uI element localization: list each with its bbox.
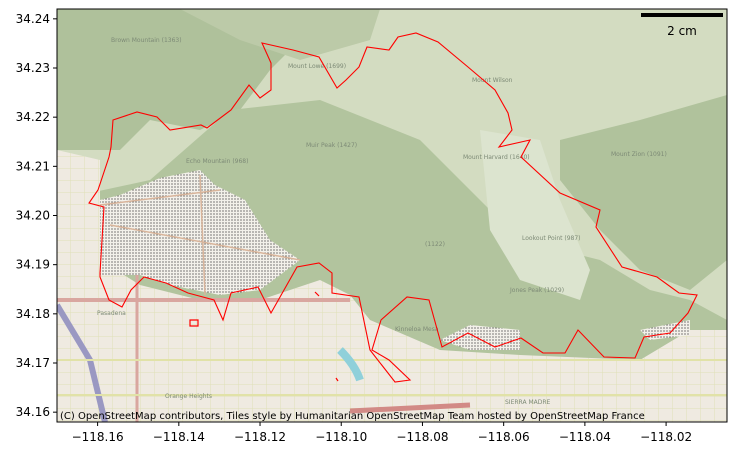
place-label: Mount Lowe (1699) — [288, 63, 346, 70]
place-label: Pasadena — [97, 310, 126, 317]
place-label: Kinneloa Mesa — [395, 326, 439, 333]
place-label: Mount Zion (1091) — [611, 151, 667, 158]
x-tick-label: −118.04 — [559, 430, 611, 444]
x-tick-label: −118.08 — [396, 430, 448, 444]
x-tick-label: −118.14 — [153, 430, 205, 444]
x-tick-label: −118.16 — [72, 430, 124, 444]
y-tick-label: 34.19 — [16, 258, 50, 272]
place-label: Muir Peak (1427) — [306, 142, 357, 149]
basemap[interactable]: Brown Mountain (1363) Mount Lowe (1699) … — [57, 9, 727, 422]
x-tick-label: −118.12 — [234, 430, 286, 444]
scale-bar-label: 2 cm — [667, 24, 697, 38]
place-label: Orange Heights — [165, 393, 212, 400]
place-label: Mount Harvard (1640) — [463, 154, 530, 161]
x-tick-label: −118.02 — [640, 430, 692, 444]
y-tick-label: 34.17 — [16, 356, 50, 370]
place-label: SIERRA MADRE — [505, 399, 551, 406]
y-tick-label: 34.20 — [16, 209, 50, 223]
place-label: Brown Mountain (1363) — [111, 37, 182, 44]
place-label: (1122) — [425, 241, 445, 248]
place-label: Echo Mountain (968) — [186, 158, 248, 165]
y-tick-label: 34.18 — [16, 307, 50, 321]
attribution: (C) OpenStreetMap contributors, Tiles st… — [60, 411, 645, 422]
y-tick-label: 34.16 — [16, 405, 50, 419]
y-tick-label: 34.21 — [16, 159, 50, 173]
place-label: Lookout Point (987) — [522, 235, 581, 242]
x-tick-label: −118.06 — [478, 430, 530, 444]
y-axis: 34.16 34.17 34.18 34.19 34.20 34.21 34.22 34.23… — [16, 12, 57, 419]
scale-bar — [641, 13, 723, 17]
place-label: Jones Peak (1029) — [509, 287, 564, 294]
y-tick-label: 34.23 — [16, 61, 50, 75]
fire-perimeter — [88, 32, 698, 383]
place-label: Mount Wilson — [472, 77, 513, 84]
fire-spot — [189, 291, 339, 382]
x-tick-label: −118.10 — [315, 430, 367, 444]
y-tick-label: 34.24 — [16, 12, 50, 26]
y-tick-label: 34.22 — [16, 110, 50, 124]
x-axis: −118.16 −118.14 −118.12 −118.10 −118.08 −118.… — [72, 422, 692, 444]
